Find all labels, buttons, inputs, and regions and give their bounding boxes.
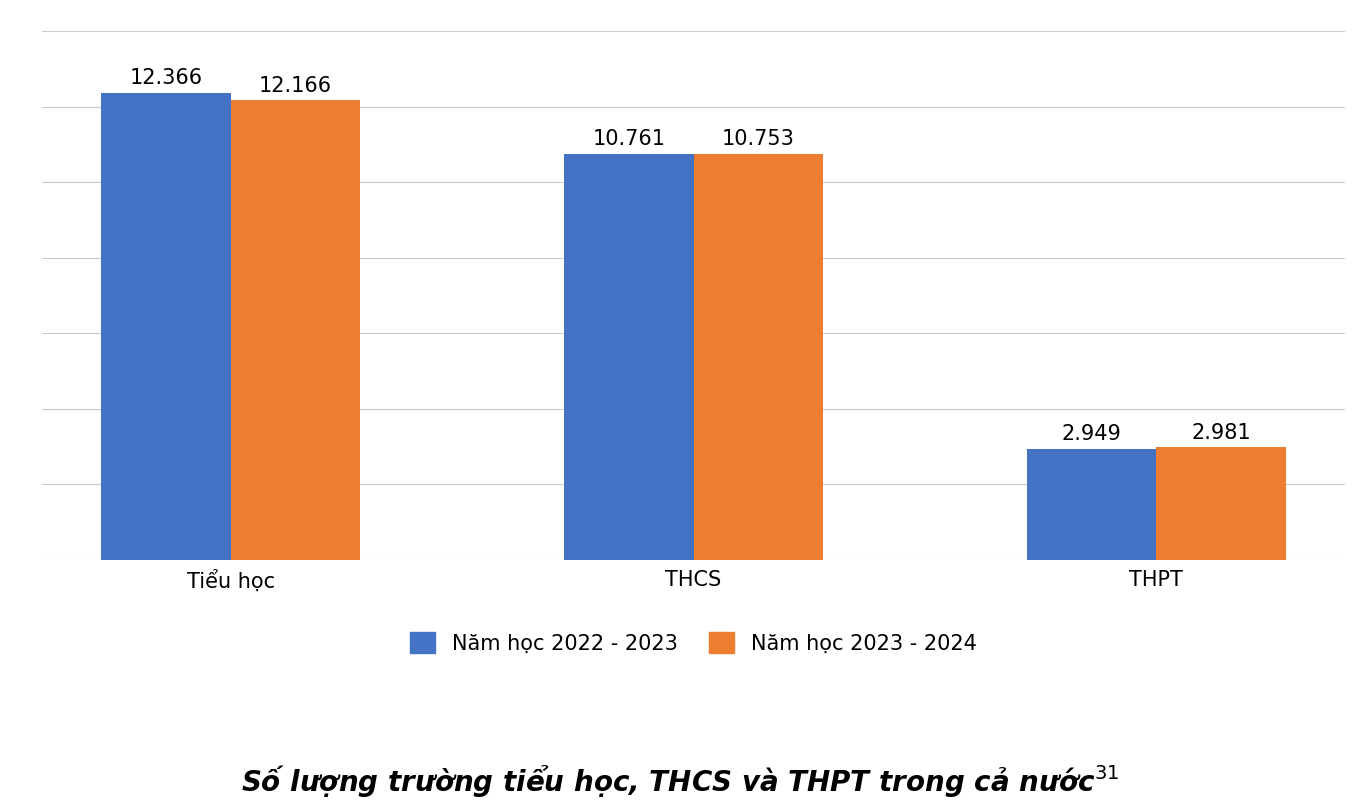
Bar [1027, 449, 1156, 560]
Bar [694, 154, 823, 560]
Text: 12.366: 12.366 [129, 69, 203, 88]
Bar [1156, 447, 1285, 560]
Text: Số lượng trường tiểu học, THCS và THPT trong cả nước$^{31}$: Số lượng trường tiểu học, THCS và THPT t… [241, 763, 1119, 799]
Bar [231, 100, 360, 560]
Text: 12.166: 12.166 [260, 76, 332, 96]
Text: 10.761: 10.761 [593, 129, 665, 149]
Text: 10.753: 10.753 [722, 129, 794, 149]
Text: 2.949: 2.949 [1062, 424, 1122, 444]
Legend: Năm học 2022 - 2023, Năm học 2023 - 2024: Năm học 2022 - 2023, Năm học 2023 - 2024 [403, 623, 985, 662]
Text: 2.981: 2.981 [1191, 423, 1251, 443]
Bar [564, 153, 694, 560]
Bar [102, 93, 231, 560]
